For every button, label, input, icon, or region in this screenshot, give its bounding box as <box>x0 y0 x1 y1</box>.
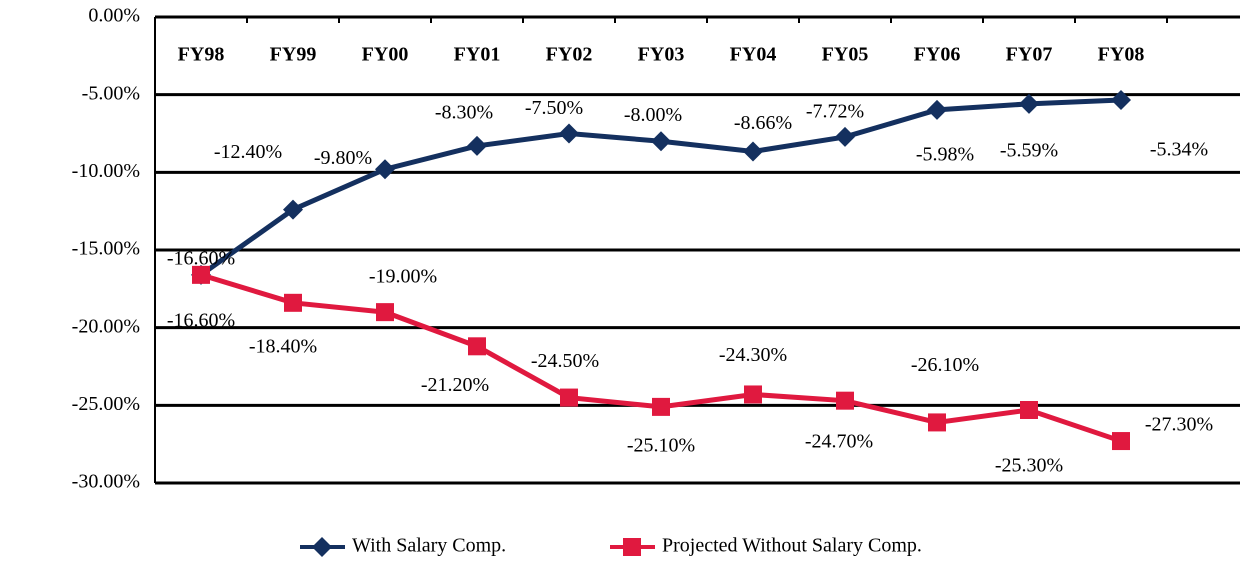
data-label: -16.60% <box>167 247 235 269</box>
point <box>743 141 763 162</box>
data-label: -24.30% <box>719 344 787 366</box>
x-tick-label: FY05 <box>822 44 869 66</box>
point <box>835 126 855 147</box>
y-tick-label: -20.00% <box>72 315 140 337</box>
point <box>559 123 579 144</box>
data-label: -24.70% <box>805 430 873 452</box>
y-tick-label: -10.00% <box>72 160 140 182</box>
point <box>1019 93 1039 114</box>
point <box>1111 89 1131 110</box>
series-line <box>200 272 1122 444</box>
point <box>744 385 762 404</box>
data-label: -25.30% <box>995 455 1063 477</box>
point <box>652 397 670 416</box>
y-tick-label: -15.00% <box>72 238 140 260</box>
data-label: -8.00% <box>624 104 682 126</box>
x-tick-label: FY02 <box>546 44 593 66</box>
x-tick-label: FY98 <box>178 44 225 66</box>
point <box>283 199 303 220</box>
y-tick-label: 0.00% <box>88 5 140 27</box>
data-label: -24.50% <box>531 350 599 372</box>
point <box>192 265 210 284</box>
point <box>468 337 486 356</box>
x-tick-label: FY01 <box>454 44 501 66</box>
data-label: -5.59% <box>1000 139 1058 161</box>
data-label: -8.30% <box>435 102 493 124</box>
point <box>836 391 854 410</box>
y-tick-label: -25.00% <box>72 393 140 415</box>
data-label: -9.80% <box>314 147 372 169</box>
point <box>560 388 578 407</box>
point <box>928 413 946 432</box>
point <box>1112 432 1130 451</box>
x-tick-label: FY08 <box>1098 44 1145 66</box>
data-label: -8.66% <box>734 112 792 134</box>
data-label: -18.40% <box>249 335 317 357</box>
data-label: -16.60% <box>167 309 235 331</box>
x-tick-label: FY06 <box>914 44 961 66</box>
legend-marker <box>623 538 641 556</box>
data-label: -26.10% <box>911 354 979 376</box>
data-label: -12.40% <box>214 141 282 163</box>
data-label: -7.72% <box>806 101 864 123</box>
y-tick-label: -30.00% <box>72 471 140 493</box>
data-label: -27.30% <box>1145 414 1213 436</box>
x-tick-label: FY07 <box>1006 44 1053 66</box>
x-tick-label: FY04 <box>730 44 777 66</box>
point <box>927 99 947 120</box>
point <box>1020 400 1038 419</box>
data-label: -7.50% <box>525 97 583 119</box>
legend-label: With Salary Comp. <box>352 535 506 557</box>
point <box>375 159 395 180</box>
legend-marker <box>312 537 332 557</box>
data-label: -5.98% <box>916 143 974 165</box>
point <box>651 131 671 152</box>
data-label: -25.10% <box>627 434 695 456</box>
x-tick-label: FY99 <box>270 44 317 66</box>
point <box>376 303 394 322</box>
data-label: -5.34% <box>1150 139 1208 161</box>
y-tick-label: -5.00% <box>82 82 140 104</box>
data-label: -19.00% <box>369 266 437 288</box>
x-tick-label: FY00 <box>362 44 409 66</box>
x-tick-label: FY03 <box>638 44 685 66</box>
point <box>284 293 302 312</box>
point <box>467 135 487 156</box>
data-label: -21.20% <box>421 374 489 396</box>
legend-label: Projected Without Salary Comp. <box>662 535 922 557</box>
